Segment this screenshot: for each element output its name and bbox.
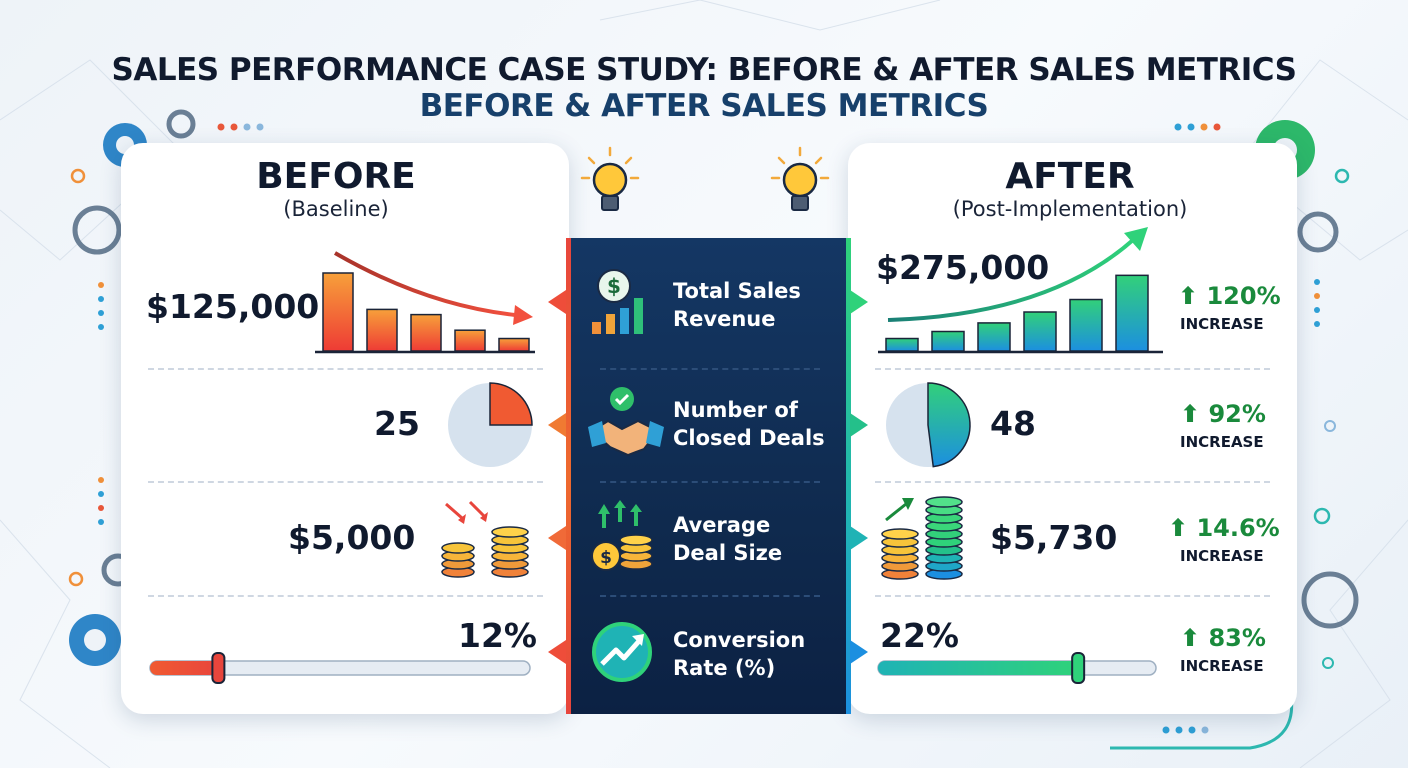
row-divider (148, 481, 543, 483)
change-label: INCREASE (1180, 657, 1264, 675)
trend-arrow-icon (592, 622, 652, 682)
change-percent: ⬆ 83% (1180, 624, 1266, 652)
slider-fill (150, 661, 219, 675)
lightbulb-icon (770, 146, 830, 211)
after-revenue-bar (977, 322, 1011, 352)
change-value: 92% (1208, 400, 1266, 428)
row-divider (148, 595, 543, 597)
slider-knob (211, 652, 226, 684)
before-accent-stripe (566, 238, 571, 714)
change-value: 120% (1206, 282, 1281, 310)
before-deal-size-value: $5,000 (288, 518, 416, 557)
down-arrow-icon (513, 305, 533, 325)
slider-knob (1071, 652, 1086, 684)
row-divider (600, 595, 820, 597)
before-heading: BEFORE (256, 156, 416, 197)
after-accent-stripe (846, 238, 851, 714)
pie-slice (927, 382, 971, 468)
row-divider (600, 368, 820, 370)
change-value: 83% (1208, 624, 1266, 652)
change-percent: ⬆ 92% (1180, 400, 1266, 428)
after-revenue-bar (1069, 298, 1103, 352)
before-revenue-bar (410, 313, 442, 352)
before-revenue-bar (366, 308, 398, 352)
metric-label-line: Rate (%) (673, 656, 776, 680)
after-deals-pie (886, 382, 971, 468)
after-revenue-value: $275,000 (876, 248, 1050, 287)
before-revenue-chart (315, 251, 535, 354)
change-label: INCREASE (1180, 547, 1264, 565)
metric-label-line: Average (673, 513, 771, 537)
metric-label-line: Closed Deals (673, 426, 825, 450)
after-subheading: (Post-Implementation) (952, 197, 1188, 221)
metric-label-deal-size: Average Deal Size (673, 511, 848, 567)
after-heading: AFTER (1005, 156, 1135, 197)
metric-label-revenue: Total Sales Revenue (673, 277, 848, 333)
before-revenue-bar (322, 272, 354, 352)
decorative-dots (68, 123, 1350, 734)
change-percent: ⬆ 120% (1178, 282, 1281, 310)
row-connectors (548, 290, 868, 664)
metric-label-conversion: Conversion Rate (%) (673, 626, 848, 682)
before-deals-pie (448, 382, 533, 467)
before-revenue-bar (498, 337, 530, 352)
after-revenue-bar (1023, 311, 1057, 352)
before-subheading: (Baseline) (283, 197, 389, 221)
coins-decrease-icon (441, 500, 529, 578)
up-arrow-icon (1124, 227, 1148, 251)
before-revenue-bar (454, 329, 486, 352)
before-conversion-value: 12% (458, 616, 537, 655)
after-conversion-slider (877, 652, 1157, 684)
after-deal-size-value: $5,730 (990, 518, 1118, 557)
change-percent: ⬆ 14.6% (1168, 514, 1280, 542)
change-value: 14.6% (1196, 514, 1280, 542)
before-conversion-slider (149, 652, 531, 684)
after-deals-value: 48 (990, 404, 1036, 443)
svg-text:$: $ (600, 548, 612, 568)
handshake-icon (588, 387, 664, 457)
metric-label-line: Deal Size (673, 541, 783, 565)
row-divider (600, 481, 820, 483)
pie-slice (489, 382, 533, 426)
coins-growth-icon: $ (591, 500, 653, 571)
gear-icon (1297, 211, 1359, 629)
svg-text:$: $ (607, 274, 621, 298)
metric-label-line: Conversion (673, 628, 806, 652)
metric-label-deals: Number of Closed Deals (673, 396, 848, 452)
row-divider (875, 481, 1270, 483)
after-revenue-bar (1115, 274, 1149, 352)
coins-increase-icon (881, 496, 963, 580)
after-conversion-value: 22% (880, 616, 959, 655)
metric-label-line: Number of (673, 398, 798, 422)
dollar-growth-icon: $ (592, 269, 643, 334)
row-divider (148, 368, 543, 370)
after-revenue-bar (885, 337, 919, 352)
before-deals-value: 25 (374, 404, 420, 443)
row-divider (875, 595, 1270, 597)
slider-fill (878, 661, 1079, 675)
after-revenue-bar (931, 330, 965, 352)
change-label: INCREASE (1180, 433, 1264, 451)
before-revenue-value: $125,000 (146, 287, 320, 326)
lightbulb-icon (580, 146, 640, 211)
page-title: SALES PERFORMANCE CASE STUDY: BEFORE & A… (111, 52, 1297, 88)
change-label: INCREASE (1180, 315, 1264, 333)
metric-label-line: Total Sales (673, 279, 801, 303)
metric-label-line: Revenue (673, 307, 776, 331)
after-revenue-chart (878, 227, 1163, 354)
gear-icon (69, 614, 121, 666)
page-subtitle: BEFORE & AFTER SALES METRICS (419, 88, 989, 124)
row-divider (875, 368, 1270, 370)
